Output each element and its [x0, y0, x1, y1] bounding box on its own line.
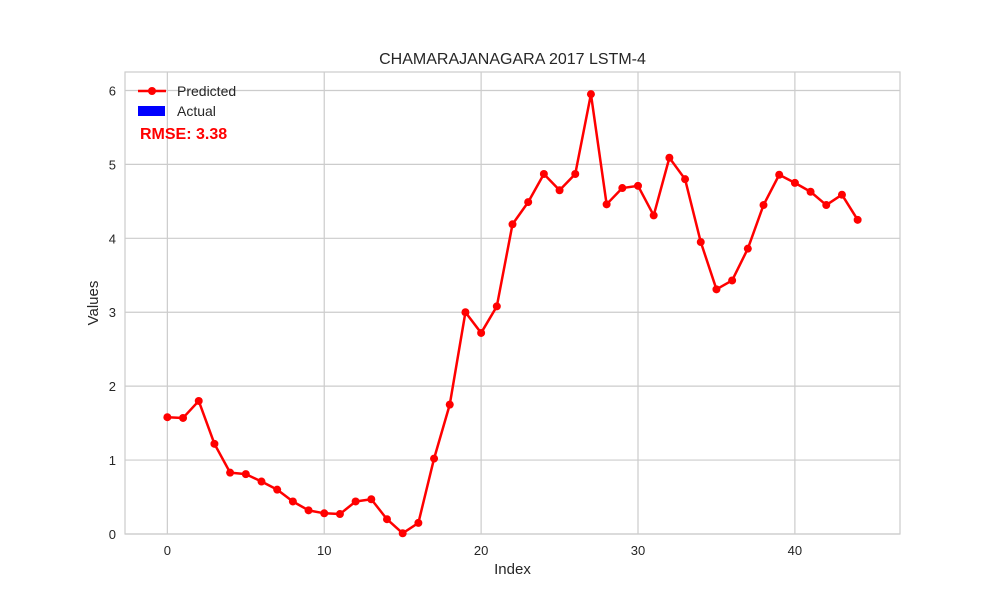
data-point — [508, 220, 517, 229]
x-tick-label: 20 — [474, 543, 488, 558]
data-point — [524, 198, 533, 207]
data-point — [790, 178, 799, 187]
y-tick-label: 2 — [109, 379, 116, 394]
data-point — [382, 515, 391, 524]
data-point — [445, 400, 454, 409]
data-point — [696, 238, 705, 247]
y-tick-label: 5 — [109, 157, 116, 172]
legend-predicted-marker — [148, 87, 156, 95]
data-point — [320, 509, 329, 518]
data-point — [257, 477, 266, 486]
data-point — [461, 308, 470, 317]
data-point — [335, 510, 344, 519]
data-point — [775, 170, 784, 179]
data-point — [304, 506, 313, 515]
data-point — [571, 170, 580, 179]
x-tick-label: 30 — [631, 543, 645, 558]
data-point — [194, 396, 203, 405]
data-point — [414, 518, 423, 527]
data-point — [853, 215, 862, 224]
y-tick-label: 0 — [109, 527, 116, 542]
data-point — [492, 302, 501, 311]
chart-title: CHAMARAJANAGARA 2017 LSTM-4 — [379, 51, 646, 68]
legend-actual-label: Actual — [177, 103, 216, 119]
x-tick-label: 0 — [164, 543, 171, 558]
x-tick-label: 40 — [788, 543, 802, 558]
data-point — [351, 497, 360, 506]
data-point — [539, 170, 548, 179]
data-point — [163, 413, 172, 422]
data-point — [430, 454, 439, 463]
data-point — [837, 190, 846, 199]
rmse-annotation: RMSE: 3.38 — [140, 126, 227, 143]
data-point — [728, 276, 737, 285]
y-axis-label: Values — [85, 281, 102, 326]
legend-actual-swatch — [138, 106, 165, 116]
y-tick-label: 1 — [109, 453, 116, 468]
y-tick-label: 4 — [109, 231, 116, 246]
data-point — [586, 90, 595, 99]
legend: Predicted Actual RMSE: 3.38 — [138, 83, 236, 143]
series-layer — [163, 90, 862, 538]
data-point — [288, 497, 297, 506]
x-tick-label: 10 — [317, 543, 331, 558]
data-point — [681, 175, 690, 184]
legend-predicted-label: Predicted — [177, 83, 236, 99]
data-point — [634, 181, 643, 190]
ticks: 0 10 20 30 40 0 1 2 3 4 5 6 — [109, 83, 802, 558]
data-point — [210, 439, 219, 448]
data-point — [806, 187, 815, 196]
data-point — [759, 201, 768, 210]
data-point — [555, 186, 564, 195]
data-point — [712, 285, 721, 294]
data-point — [241, 470, 250, 479]
y-tick-label: 3 — [109, 305, 116, 320]
data-point — [822, 201, 831, 210]
data-point — [477, 328, 486, 337]
data-point — [273, 485, 282, 494]
grid — [125, 72, 900, 535]
data-point — [602, 200, 611, 209]
data-point — [226, 468, 235, 477]
data-point — [649, 211, 658, 220]
y-tick-label: 6 — [109, 83, 116, 98]
data-point — [665, 153, 674, 162]
plot-area — [124, 71, 901, 535]
data-point — [618, 184, 627, 193]
data-point — [743, 244, 752, 253]
data-point — [179, 413, 188, 422]
x-axis-label: Index — [494, 561, 531, 578]
data-point — [398, 529, 407, 538]
data-point — [367, 495, 376, 504]
